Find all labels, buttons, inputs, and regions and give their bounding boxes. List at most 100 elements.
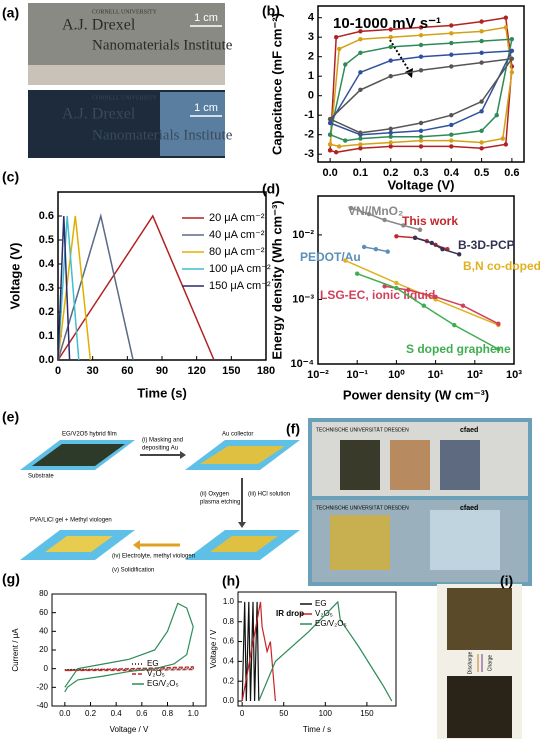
point	[382, 217, 387, 223]
plot-frame	[51, 593, 207, 707]
y-tick-label: 0.6	[223, 637, 235, 646]
point	[449, 144, 454, 149]
logo-text: A.J. Drexel	[62, 17, 136, 34]
series-line	[57, 215, 92, 361]
point	[479, 128, 484, 133]
annotation: IR drop	[276, 609, 304, 618]
device	[45, 536, 113, 552]
x-tick-label: 10¹	[428, 369, 444, 381]
legend-label: EG/V₂O₅	[315, 619, 347, 628]
device-photo	[340, 440, 380, 490]
y-tick-label: 1	[308, 70, 314, 82]
x-tick-label: 0.2	[85, 709, 97, 718]
point	[388, 35, 393, 40]
y-tick-label: 10⁻²	[292, 229, 314, 241]
device-photo	[440, 440, 480, 490]
x-tick-label: 0.2	[383, 167, 398, 179]
x-tick-label: 120	[187, 365, 205, 377]
x-tick-label: 0.5	[474, 167, 489, 179]
film-top	[28, 3, 225, 65]
x-tick-label: 0.4	[111, 709, 123, 718]
y-tick-label: 60	[39, 608, 48, 617]
point	[479, 146, 484, 151]
photo-text: cfaed	[460, 427, 478, 434]
point	[401, 223, 406, 228]
panel-label: (h)	[222, 573, 240, 589]
point	[348, 205, 354, 211]
point	[418, 128, 424, 133]
point	[327, 132, 333, 137]
point	[373, 246, 379, 252]
point	[327, 142, 333, 147]
point	[388, 58, 393, 63]
point	[479, 29, 484, 34]
y-axis-title: Capacitance (mF cm⁻²)	[269, 13, 284, 155]
point	[333, 35, 339, 40]
x-tick-label: 90	[156, 365, 168, 377]
point	[343, 138, 348, 143]
logo-text: CORNELL UNIVERSITY	[92, 9, 158, 15]
photo-a: 1 cm 1 cm CORNELL UNIVERSITY A.J. Drexel…	[28, 3, 233, 158]
photo-text: TECHNISCHE UNIVERSITÄT DRESDEN	[316, 426, 409, 433]
legend-label: 40 μA cm⁻²	[209, 229, 265, 241]
y-tick-label: 40	[39, 626, 48, 635]
y-tick-label: 3	[308, 31, 314, 43]
point	[418, 54, 424, 59]
series-line	[64, 666, 194, 672]
point	[343, 258, 348, 263]
plot-frame	[317, 195, 515, 365]
series-line	[241, 601, 276, 702]
legend-label: EG	[315, 599, 327, 608]
point	[449, 52, 454, 57]
film-top-edge	[28, 65, 225, 85]
y-axis-title: Voltage (V)	[7, 243, 22, 310]
y-tick-label: 2	[308, 51, 314, 63]
y-tick-label: -40	[36, 701, 48, 710]
diagram-label: (i) Masking and	[142, 438, 183, 444]
device-photo	[447, 676, 512, 738]
diagram-label: (ii) Oxygen	[200, 492, 229, 498]
point	[327, 148, 333, 153]
logo-text: A.J. Drexel	[62, 106, 136, 123]
point	[358, 146, 363, 151]
point	[503, 15, 509, 20]
y-tick-label: 20	[39, 645, 48, 654]
point	[418, 42, 424, 48]
diagram-label: (iv) Electrolyte, methyl viologen	[112, 554, 195, 560]
scale-label: 1 cm	[194, 102, 218, 114]
x-tick-label: 0	[240, 709, 245, 718]
y-tick-label: -3	[304, 148, 314, 160]
collector	[200, 446, 285, 464]
panel-label: (i)	[500, 573, 513, 589]
x-tick-label: 10⁰	[388, 369, 405, 381]
y-tick-label: -1	[304, 109, 314, 121]
diagram-label: EG/V2O5 hybrid film	[62, 432, 117, 438]
x-tick-label: 0.6	[504, 167, 519, 179]
y-tick-label: 0.1	[39, 330, 54, 342]
point	[452, 322, 457, 328]
panel-label: (c)	[2, 169, 19, 185]
x-tick-label: 0	[55, 365, 61, 377]
point	[358, 142, 363, 147]
arrow-head	[238, 522, 246, 528]
series-line	[57, 213, 134, 361]
panel-label: (f)	[286, 421, 300, 437]
series-line	[329, 38, 513, 142]
photo-text: TECHNISCHE UNIVERSITÄT DRESDEN	[316, 504, 409, 511]
x-tick-label: 10²	[467, 369, 483, 381]
y-tick-label: -2	[304, 129, 314, 141]
series-label: PEDOT/Au	[300, 250, 361, 264]
point	[479, 60, 484, 65]
x-tick-label: 10⁻²	[307, 369, 329, 381]
y-axis-title: Energy density (Wh cm⁻³)	[269, 200, 284, 359]
point	[429, 240, 435, 246]
point	[418, 134, 424, 139]
point	[333, 150, 339, 155]
point	[388, 126, 393, 132]
point	[509, 56, 515, 61]
diagram-e: EG/V2O5 hybrid film Substrate (i) Maskin…	[20, 432, 300, 574]
series-line	[64, 667, 194, 671]
point	[337, 46, 342, 52]
series-label: LSG-EC, ionic liquid	[320, 288, 435, 302]
